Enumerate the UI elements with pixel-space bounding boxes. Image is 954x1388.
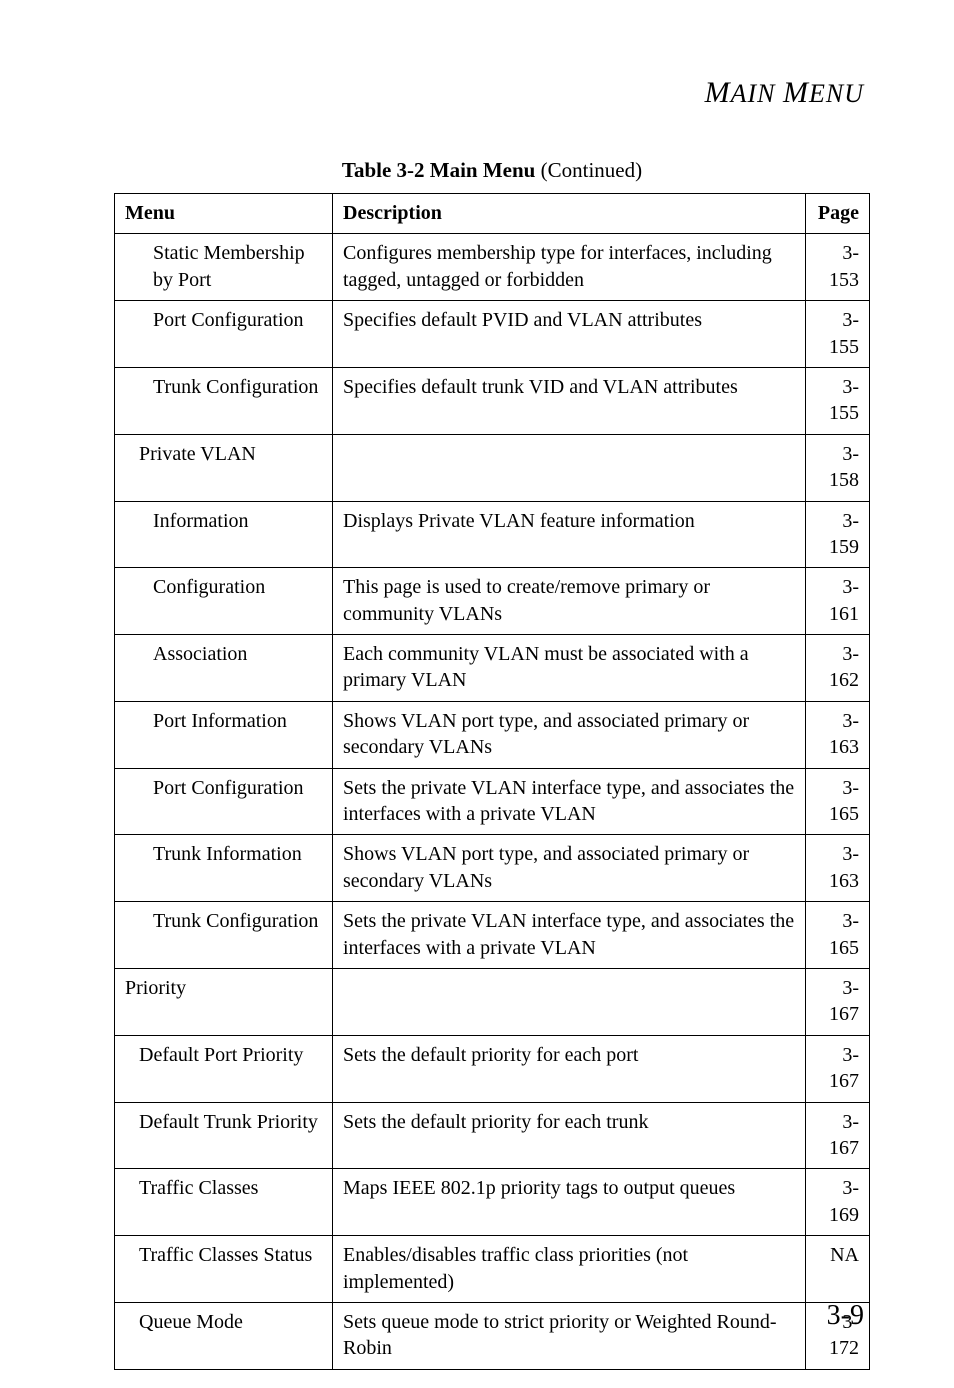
col-header-menu: Menu	[115, 194, 333, 234]
description-cell: Sets queue mode to strict priority or We…	[333, 1302, 806, 1369]
table-row: InformationDisplays Private VLAN feature…	[115, 501, 870, 568]
table-row: ConfigurationThis page is used to create…	[115, 568, 870, 635]
description-cell: Specifies default trunk VID and VLAN att…	[333, 367, 806, 434]
table-row: Default Port PrioritySets the default pr…	[115, 1035, 870, 1102]
running-head: MAIN MENU	[114, 76, 870, 110]
description-cell	[333, 968, 806, 1035]
page-cell: 3-167	[806, 1035, 870, 1102]
page-cell: 3-155	[806, 301, 870, 368]
table-row: Trunk ConfigurationSets the private VLAN…	[115, 902, 870, 969]
main-menu-table: Menu Description Page Static Membership …	[114, 193, 870, 1370]
table-row: Traffic ClassesMaps IEEE 802.1p priority…	[115, 1169, 870, 1236]
table-row: Port ConfigurationSpecifies default PVID…	[115, 301, 870, 368]
page-cell: 3-167	[806, 1102, 870, 1169]
menu-cell: Association	[115, 635, 333, 702]
menu-cell: Static Membership by Port	[115, 234, 333, 301]
description-cell: Maps IEEE 802.1p priority tags to output…	[333, 1169, 806, 1236]
description-cell: Sets the default priority for each port	[333, 1035, 806, 1102]
page-cell: NA	[806, 1236, 870, 1303]
table-row: Private VLAN 3-158	[115, 434, 870, 501]
page-cell: 3-158	[806, 434, 870, 501]
description-cell: Displays Private VLAN feature informatio…	[333, 501, 806, 568]
description-cell: Enables/disables traffic class prioritie…	[333, 1236, 806, 1303]
page-cell: 3-162	[806, 635, 870, 702]
table-caption-title: Table 3-2 Main Menu	[342, 158, 536, 182]
page-number: 3-9	[827, 1300, 864, 1332]
menu-cell: Private VLAN	[115, 434, 333, 501]
menu-cell: Port Information	[115, 701, 333, 768]
description-cell: Shows VLAN port type, and associated pri…	[333, 835, 806, 902]
description-cell: Each community VLAN must be associated w…	[333, 635, 806, 702]
page-cell: 3-167	[806, 968, 870, 1035]
menu-cell: Default Trunk Priority	[115, 1102, 333, 1169]
table-body: Static Membership by PortConfigures memb…	[115, 234, 870, 1369]
description-cell: Configures membership type for interface…	[333, 234, 806, 301]
menu-cell: Port Configuration	[115, 301, 333, 368]
menu-cell: Traffic Classes	[115, 1169, 333, 1236]
page-cell: 3-153	[806, 234, 870, 301]
table-row: Traffic Classes StatusEnables/disables t…	[115, 1236, 870, 1303]
page: MAIN MENU Table 3-2 Main Menu (Continued…	[0, 0, 954, 1388]
menu-cell: Traffic Classes Status	[115, 1236, 333, 1303]
menu-cell: Configuration	[115, 568, 333, 635]
running-head-text: MAIN MENU	[705, 79, 864, 108]
menu-cell: Trunk Information	[115, 835, 333, 902]
table-row: Trunk InformationShows VLAN port type, a…	[115, 835, 870, 902]
menu-cell: Information	[115, 501, 333, 568]
page-cell: 3-163	[806, 701, 870, 768]
page-cell: 3-161	[806, 568, 870, 635]
page-cell: 3-159	[806, 501, 870, 568]
page-cell: 3-155	[806, 367, 870, 434]
description-cell: Sets the private VLAN interface type, an…	[333, 902, 806, 969]
description-cell: Sets the default priority for each trunk	[333, 1102, 806, 1169]
table-row: Static Membership by PortConfigures memb…	[115, 234, 870, 301]
table-row: AssociationEach community VLAN must be a…	[115, 635, 870, 702]
table-row: Default Trunk PrioritySets the default p…	[115, 1102, 870, 1169]
table-caption-suffix: (Continued)	[535, 158, 642, 182]
menu-cell: Port Configuration	[115, 768, 333, 835]
menu-cell: Trunk Configuration	[115, 367, 333, 434]
col-header-page: Page	[806, 194, 870, 234]
description-cell: This page is used to create/remove prima…	[333, 568, 806, 635]
page-cell: 3-165	[806, 768, 870, 835]
page-cell: 3-169	[806, 1169, 870, 1236]
table-row: Port ConfigurationSets the private VLAN …	[115, 768, 870, 835]
description-cell: Sets the private VLAN interface type, an…	[333, 768, 806, 835]
table-row: Queue ModeSets queue mode to strict prio…	[115, 1302, 870, 1369]
table-row: Priority 3-167	[115, 968, 870, 1035]
menu-cell: Queue Mode	[115, 1302, 333, 1369]
description-cell: Specifies default PVID and VLAN attribut…	[333, 301, 806, 368]
page-cell: 3-163	[806, 835, 870, 902]
description-cell	[333, 434, 806, 501]
menu-cell: Priority	[115, 968, 333, 1035]
col-header-description: Description	[333, 194, 806, 234]
menu-cell: Trunk Configuration	[115, 902, 333, 969]
table-header-row: Menu Description Page	[115, 194, 870, 234]
description-cell: Shows VLAN port type, and associated pri…	[333, 701, 806, 768]
table-row: Trunk ConfigurationSpecifies default tru…	[115, 367, 870, 434]
menu-cell: Default Port Priority	[115, 1035, 333, 1102]
page-cell: 3-165	[806, 902, 870, 969]
table-row: Port InformationShows VLAN port type, an…	[115, 701, 870, 768]
table-caption: Table 3-2 Main Menu (Continued)	[114, 158, 870, 183]
